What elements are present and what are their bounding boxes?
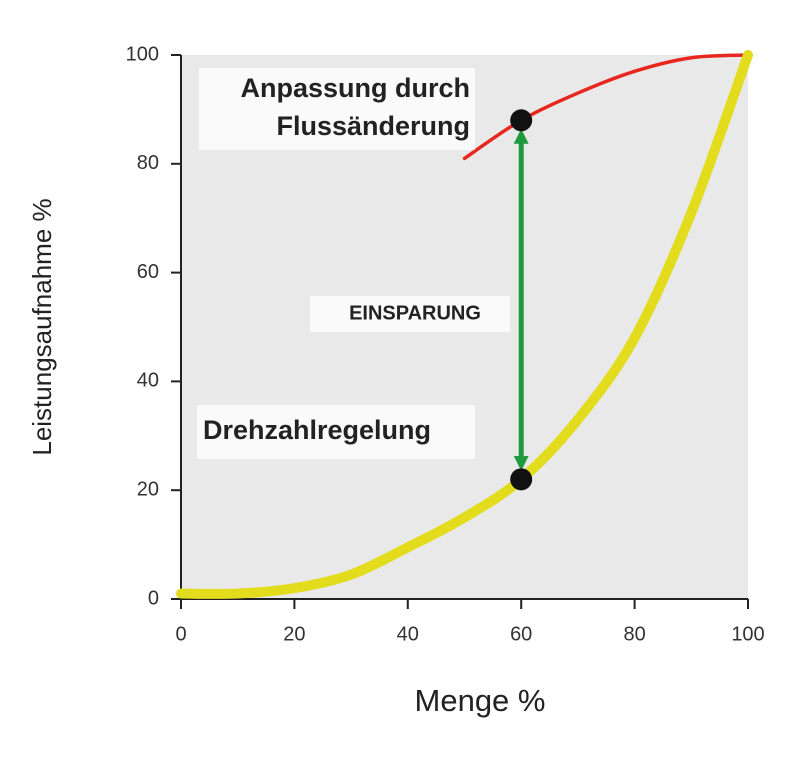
annotation: EINSPARUNG	[349, 302, 481, 324]
marker-point	[510, 468, 533, 491]
y-tick-label: 80	[137, 152, 159, 174]
annotation: Drehzahlregelung	[203, 415, 431, 445]
y-tick-label: 40	[137, 370, 159, 392]
line	[462, 53, 750, 161]
x-tick-label: 60	[510, 623, 532, 645]
x-axis-title: Menge %	[415, 683, 546, 718]
x-tick-label: 20	[283, 623, 305, 645]
y-tick-label: 0	[148, 587, 159, 609]
y-tick-label: 20	[137, 478, 159, 500]
x-tick-label: 40	[397, 623, 419, 645]
y-axis-title: Leistungsaufnahme %	[27, 198, 57, 455]
annotation-box	[310, 296, 510, 332]
y-tick-label: 100	[126, 43, 159, 65]
marker-point	[510, 109, 533, 132]
line	[176, 50, 753, 599]
y-tick-label: 60	[137, 261, 159, 283]
annotation-box	[199, 68, 475, 150]
x-tick-label: 100	[731, 623, 764, 645]
x-tick-label: 0	[175, 623, 186, 645]
annotation: Anpassung durch	[240, 73, 470, 103]
annotation: Flussänderung	[276, 111, 470, 141]
x-tick-label: 80	[623, 623, 645, 645]
annotation-box	[197, 405, 475, 459]
